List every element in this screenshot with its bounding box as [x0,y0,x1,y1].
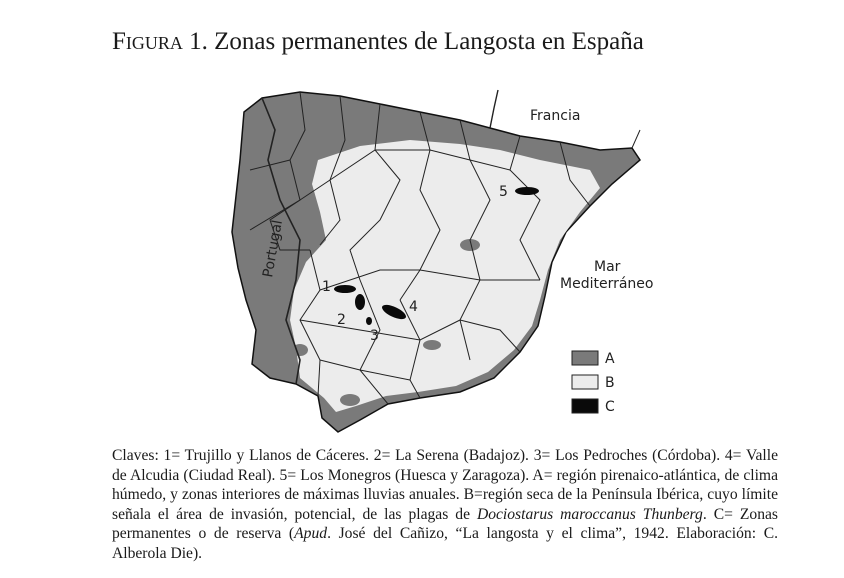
region-a-patch [460,239,480,251]
legend-label-c: C [605,399,615,415]
caption-text: . C= Zonas permanentes o de reserva ( [112,505,778,543]
region-a-patch [423,340,441,350]
region-b [290,140,600,412]
label-mar: Mar [594,259,621,275]
legend-label-a: A [605,351,615,367]
legend-swatch-a [571,350,599,366]
zone-5-blob [515,187,539,195]
zone-2-blob [355,294,365,310]
zone-1-blob [334,285,356,293]
zone-4-blob [382,304,406,320]
zone-label-2: 2 [337,312,346,328]
caption-text: . José del Cañizo, “La langosta y el cli… [112,525,778,562]
zone-label-4: 4 [409,299,418,315]
figure-title: Figura 1. Zonas permanentes de Langosta … [112,28,644,56]
permanent-zones [334,187,539,325]
zone-label-1: 1 [322,279,331,295]
legend-label-b: B [605,375,615,391]
title-prefix: Figura [112,28,183,55]
figure-caption: Claves: 1= Trujillo y Llanos de Cáceres.… [112,446,778,563]
caption-species: Dociostarus maroccanus Thunberg [476,505,703,523]
zone-3-blob [366,317,372,325]
zone-label-5: 5 [499,184,508,200]
legend-swatch-b [571,374,599,390]
legend: A B C [571,350,615,415]
zone-label-3: 3 [370,328,379,344]
caption-text: Claves: 1= Trujillo y Llanos de Cáceres.… [112,447,778,523]
title-number: 1. [189,28,208,55]
region-a-patch [340,394,360,406]
title-text: Zonas permanentes de Langosta en España [214,28,644,55]
label-francia: Francia [530,108,580,124]
label-mediterraneo: Mediterráneo [560,276,653,292]
province-borders [249,89,641,405]
caption-apud: Apud [294,525,328,542]
legend-swatch-c [571,398,599,414]
